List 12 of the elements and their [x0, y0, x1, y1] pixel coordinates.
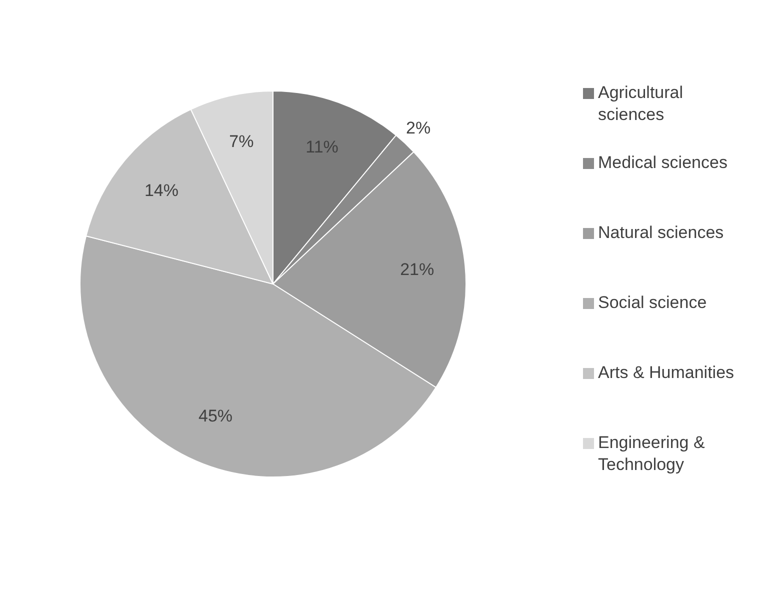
- data-label: 21%: [400, 260, 434, 279]
- legend-label: Arts & Humanities: [598, 363, 734, 382]
- legend-label: Engineering & Technology: [598, 433, 706, 474]
- data-label: 14%: [144, 181, 178, 200]
- data-label: 11%: [306, 137, 338, 156]
- legend-label: Natural sciences: [598, 223, 724, 242]
- legend-label: Medical sciences: [598, 153, 728, 172]
- data-label: 2%: [406, 118, 431, 138]
- legend-label: Agricultural sciences: [598, 83, 684, 124]
- legend-label: Social science: [598, 293, 707, 312]
- data-label: 7%: [229, 132, 254, 152]
- data-label: 45%: [198, 406, 233, 426]
